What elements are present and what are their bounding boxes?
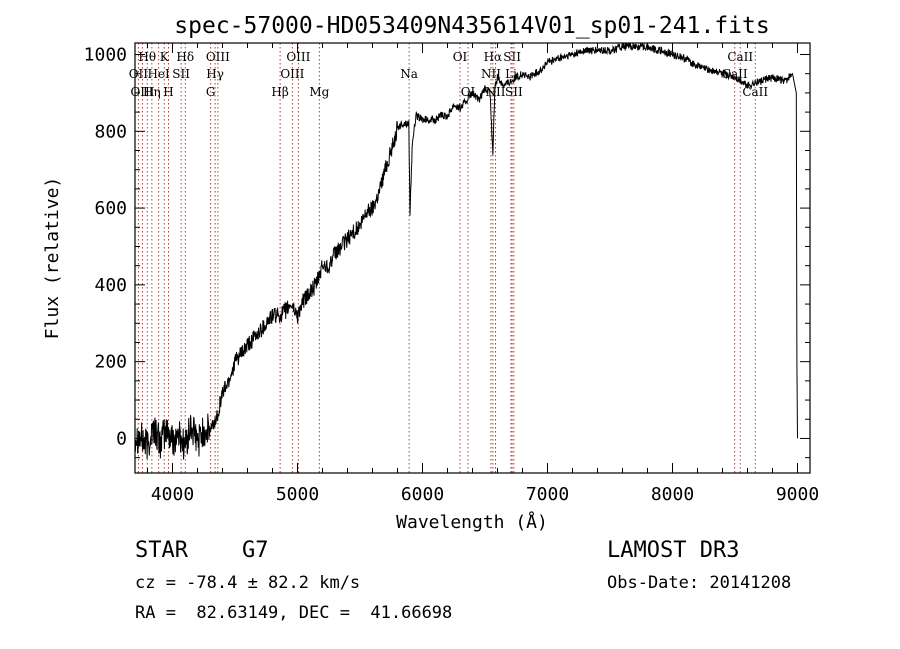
x-tick-label: 5000	[276, 484, 319, 505]
spectral-subclass: G7	[242, 538, 269, 563]
line-label: SII	[172, 67, 190, 81]
x-axis-label: Wavelength (Å)	[396, 511, 548, 533]
line-label: NII	[481, 67, 501, 81]
chart-title: spec-57000-HD053409N435614V01_sp01-241.f…	[174, 13, 769, 39]
x-tick-label: 9000	[776, 484, 819, 505]
line-label: OIII	[286, 50, 310, 64]
series-layer	[134, 42, 798, 460]
y-tick-label: 600	[94, 198, 127, 219]
y-tick-label: 0	[116, 428, 127, 449]
x-tick-label: 7000	[526, 484, 569, 505]
line-label: OIII	[280, 67, 304, 81]
series-line-0	[134, 42, 798, 460]
y-tick-label: 800	[94, 121, 127, 142]
line-label: OI	[453, 50, 468, 64]
line-label: G	[206, 85, 216, 99]
line-label: Mg	[309, 85, 329, 99]
y-tick-label: 1000	[84, 45, 127, 66]
survey-name: LAMOST DR3	[607, 538, 740, 563]
line-label: Hα	[484, 50, 503, 64]
plot-frame	[134, 42, 811, 474]
y-tick-label: 200	[94, 352, 127, 373]
y-tick-label: 400	[94, 275, 127, 296]
line-label: Li	[505, 67, 517, 81]
axes-layer: 4000 5000 6000 7000 8000 9000 0 200 400 600 800 100…	[84, 43, 819, 505]
line-label: SII	[505, 85, 523, 99]
line-label: K	[160, 50, 170, 64]
line-label: CaII	[727, 50, 753, 64]
line-label: H	[163, 85, 173, 99]
obs-date: Obs-Date: 20141208	[607, 573, 792, 593]
y-axis-label: Flux (relative)	[42, 177, 63, 340]
line-label: Hθ	[138, 50, 156, 64]
line-label: Hη	[143, 85, 161, 99]
object-type: STAR	[135, 538, 188, 563]
x-tick-label: 4000	[151, 484, 194, 505]
x-tick-label: 6000	[401, 484, 444, 505]
line-label: Na	[400, 67, 418, 81]
line-label: HeI	[147, 67, 170, 81]
x-tick-label: 8000	[651, 484, 694, 505]
coordinates: RA = 82.63149, DEC = 41.66698	[135, 603, 453, 623]
line-label: Hγ	[206, 67, 224, 81]
line-label: Hδ	[176, 50, 194, 64]
line-label: OIII	[206, 50, 230, 64]
line-label: OIII	[130, 85, 154, 99]
line-label: Hβ	[271, 85, 288, 99]
line-label: SII	[503, 50, 521, 64]
cz-readout: cz = -78.4 ± 82.2 km/s	[135, 573, 361, 593]
line-label: NII	[486, 85, 506, 99]
line-label: CaII	[742, 85, 768, 99]
